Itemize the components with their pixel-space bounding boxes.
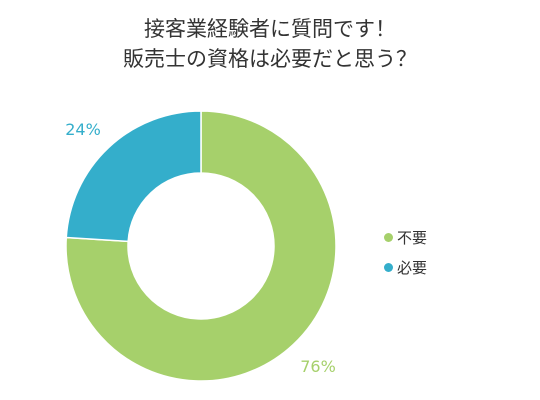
legend-label-fuyou: 不要 — [397, 228, 428, 247]
legend-item-fuyou: 不要 — [384, 222, 427, 252]
legend-swatch-hitsuyou — [384, 262, 393, 272]
chart-legend: 不要 必要 — [384, 222, 427, 282]
chart-title: 接客業経験者に質問です！ 販売士の資格は必要だと思う？ — [0, 14, 540, 74]
chart-title-line-1: 接客業経験者に質問です！ — [144, 17, 396, 41]
donut-slice-hitsuyou — [65, 110, 202, 243]
legend-swatch-fuyou — [384, 232, 393, 242]
donut-slice-fuyou — [65, 110, 337, 382]
chart-title-line-2: 販売士の資格は必要だと思う？ — [123, 47, 417, 71]
data-label-hitsuyou: 24% — [65, 120, 101, 139]
legend-item-hitsuyou: 必要 — [384, 252, 427, 282]
legend-label-hitsuyou: 必要 — [397, 258, 428, 277]
data-label-fuyou: 76% — [300, 357, 336, 376]
